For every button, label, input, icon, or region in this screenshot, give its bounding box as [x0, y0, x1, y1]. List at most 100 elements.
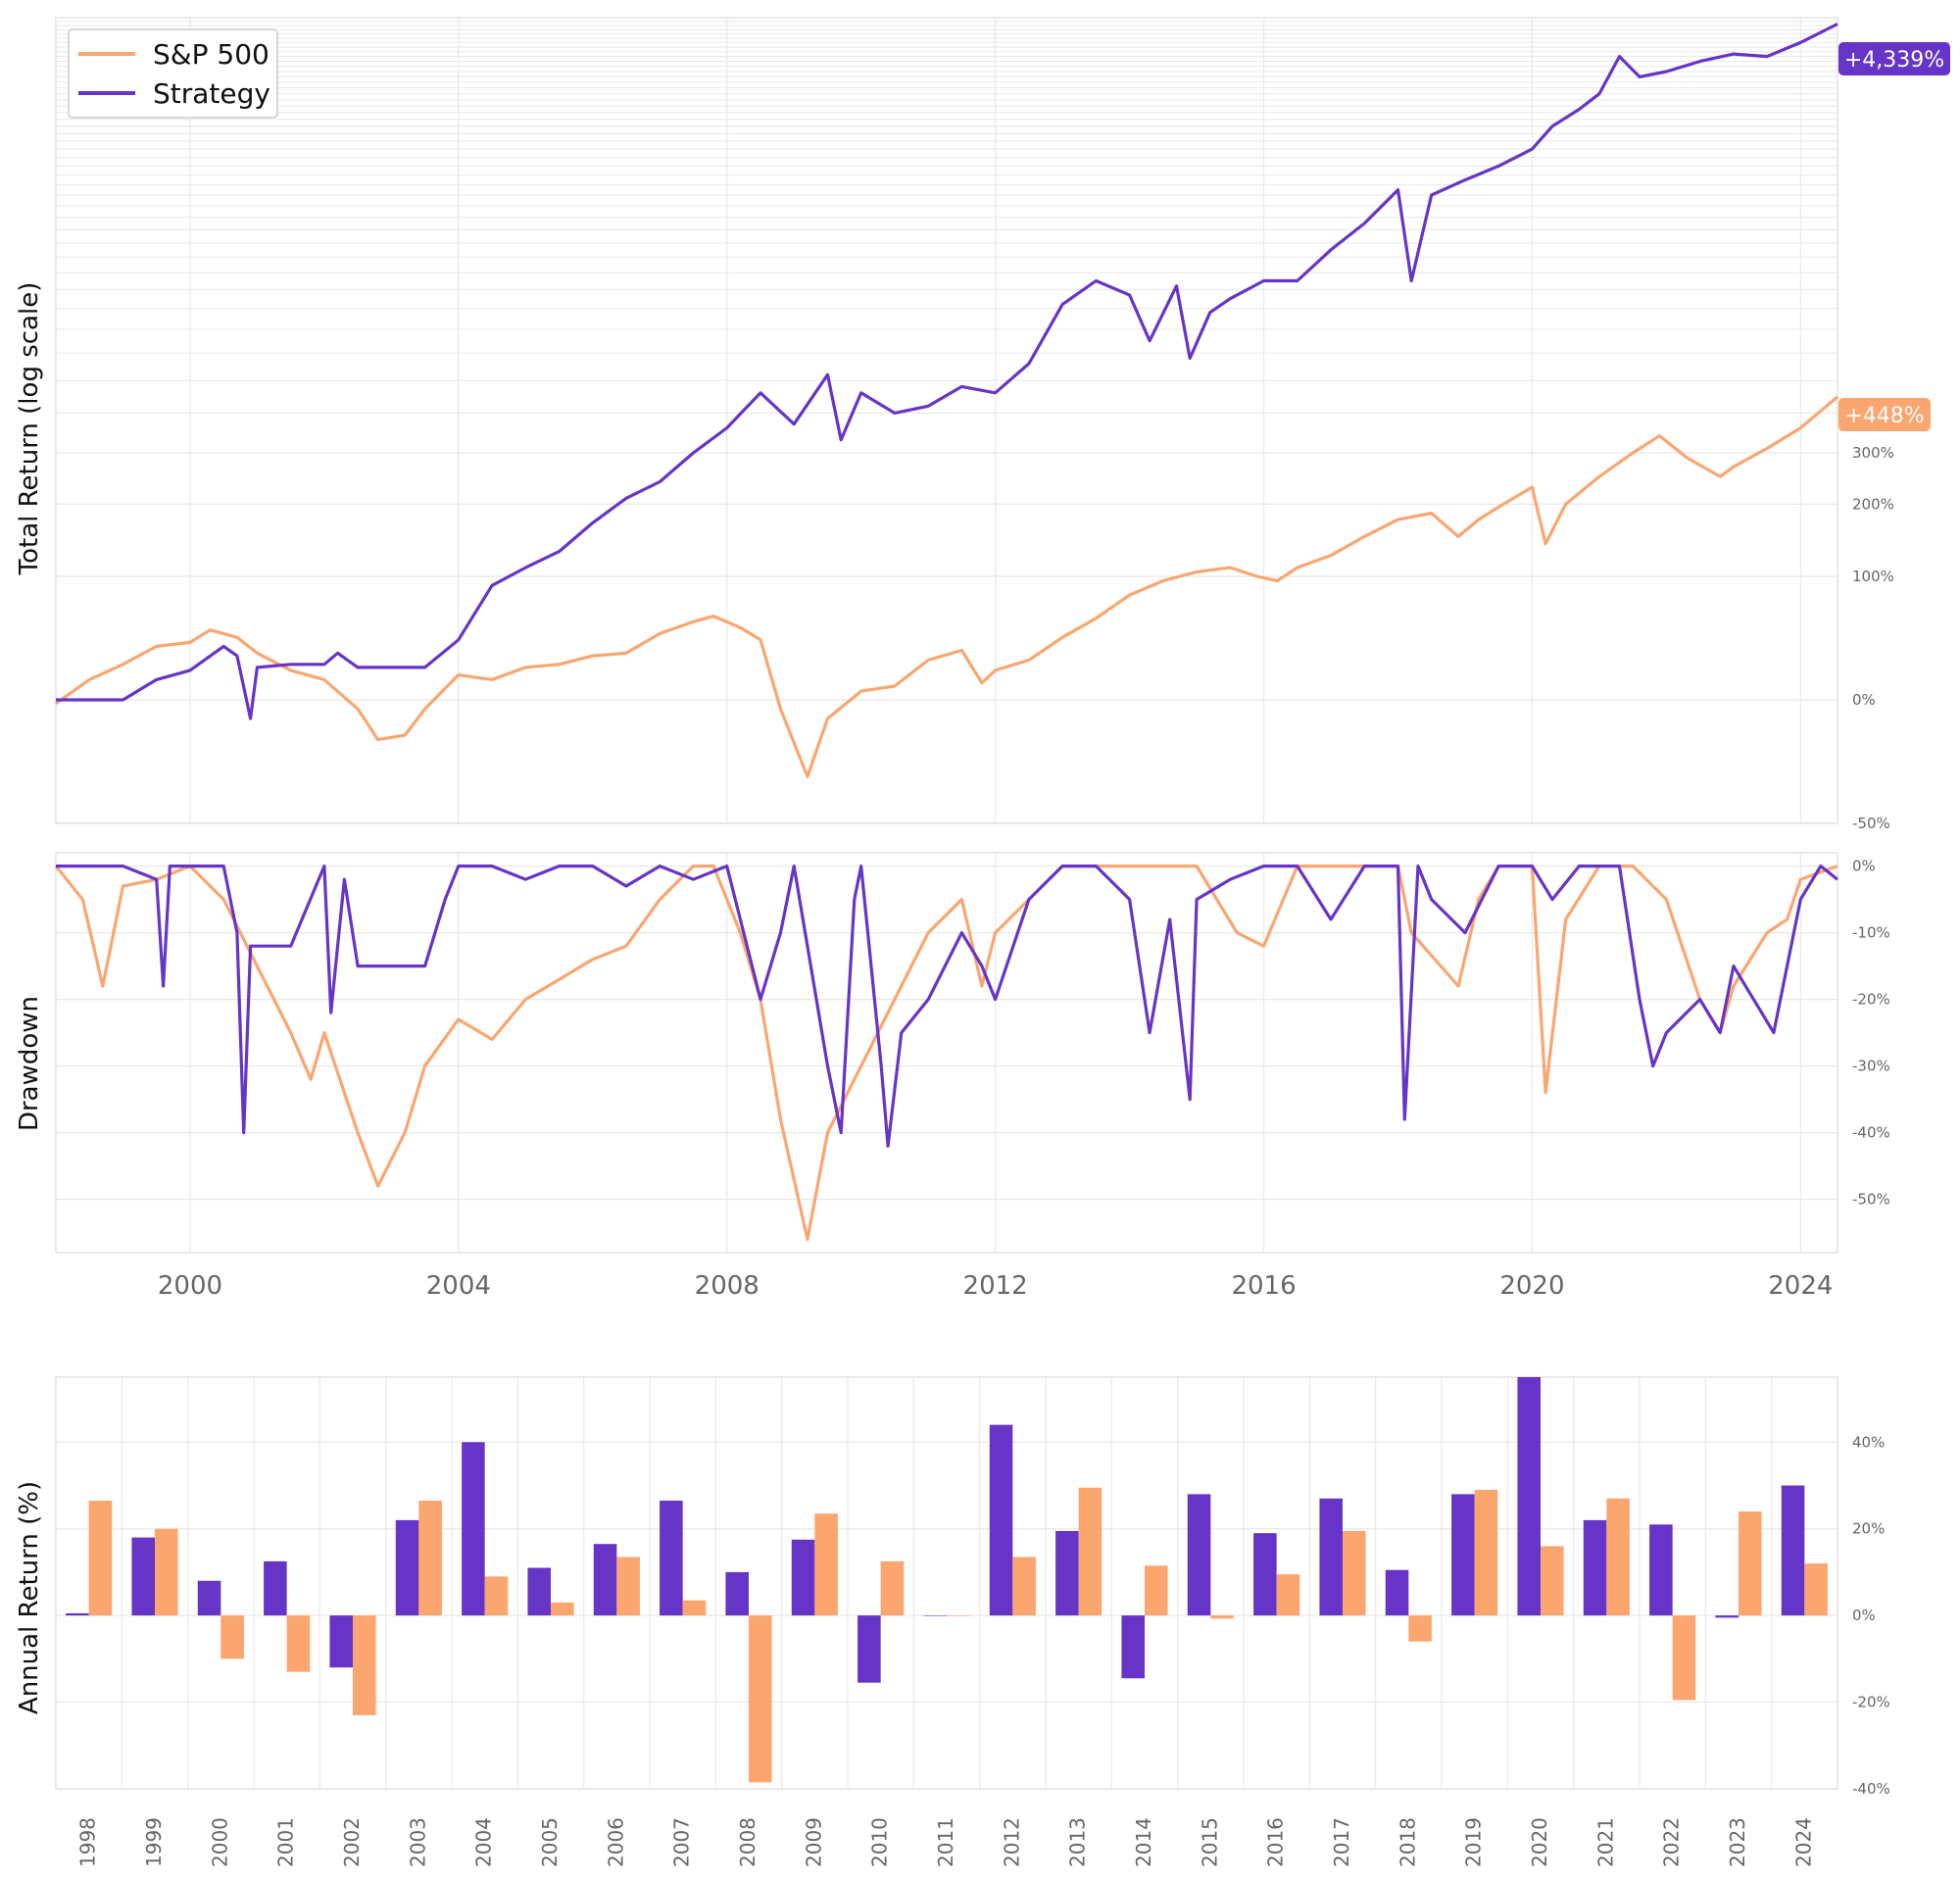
bar-strategy [989, 1424, 1013, 1616]
series-line-strategy [56, 865, 1838, 1148]
bar-strategy [1583, 1519, 1607, 1616]
bar-strategy [1649, 1524, 1673, 1616]
x-tick-label: 2012 [963, 1271, 1028, 1301]
x-tick-label: 1999 [142, 1817, 166, 1867]
bar-strategy [197, 1580, 221, 1616]
x-tick-label: 2014 [1132, 1817, 1155, 1867]
x-tick-label: 2019 [1462, 1817, 1486, 1867]
bar-sp500 [418, 1501, 442, 1616]
y-tick-label: 0% [1852, 858, 1876, 875]
x-tick-label: 2022 [1660, 1817, 1684, 1867]
series-line-strategy [56, 23, 1838, 720]
bar-strategy [66, 1612, 89, 1616]
y-tick-label: -40% [1852, 1124, 1890, 1142]
bar-sp500 [749, 1615, 772, 1783]
bar-sp500 [1145, 1565, 1168, 1616]
bar-sp500 [1606, 1498, 1630, 1616]
y-tick-label: -20% [1852, 1694, 1890, 1711]
annual-return-axis-label: Annual Return (%) [15, 1481, 44, 1714]
bar-sp500 [1276, 1574, 1300, 1616]
bar-sp500 [1804, 1563, 1828, 1616]
annual-return-panel: 40% 20% 0% -20% -40% 1998 1999 2000 2001 2002 2003… [55, 1376, 1890, 1867]
bar-strategy [923, 1615, 947, 1616]
bar-strategy [791, 1539, 815, 1616]
bar-strategy [1385, 1569, 1409, 1616]
y-tick-label: -20% [1852, 991, 1890, 1009]
legend-label-sp500: S&P 500 [153, 38, 270, 71]
badge-strategy: +4,339% [1838, 42, 1950, 75]
x-tick-label: 2012 [1000, 1817, 1023, 1867]
x-tick-label: 2024 [1791, 1817, 1815, 1867]
x-tick-label: 2002 [340, 1817, 364, 1867]
y-tick-label: 100% [1852, 568, 1894, 585]
x-tick-label: 2013 [1066, 1817, 1090, 1867]
bar-sp500 [814, 1513, 838, 1616]
bar-sp500 [1012, 1557, 1036, 1616]
x-tick-label: 2007 [670, 1817, 694, 1867]
bar-strategy [395, 1519, 419, 1616]
x-tick-label: 2009 [802, 1817, 825, 1867]
bar-strategy [264, 1560, 287, 1616]
bar-sp500 [353, 1615, 376, 1715]
bar-sp500 [682, 1600, 707, 1616]
bar-sp500 [1541, 1546, 1564, 1616]
bar-sp500 [947, 1615, 970, 1616]
x-tick-label: 2000 [208, 1817, 231, 1867]
bar-strategy [858, 1615, 881, 1683]
bar-sp500 [1474, 1489, 1498, 1616]
x-tick-label: 2008 [736, 1817, 760, 1867]
x-tick-label: 2010 [868, 1817, 892, 1867]
x-tick-label: 2000 [158, 1271, 222, 1301]
x-tick-label: 2024 [1768, 1271, 1833, 1301]
bar-strategy [527, 1567, 551, 1616]
bar-sp500 [1739, 1511, 1762, 1616]
bar-sp500 [88, 1501, 113, 1616]
annual-return-plot-frame [55, 1376, 1838, 1790]
y-tick-label: 20% [1852, 1520, 1885, 1538]
bar-sp500 [1210, 1615, 1234, 1619]
legend-label-strategy: Strategy [153, 77, 270, 110]
y-tick-label: 40% [1852, 1433, 1885, 1451]
x-tick-label: 2020 [1528, 1817, 1551, 1867]
x-tick-label: 2004 [472, 1817, 496, 1867]
bar-sp500 [1078, 1487, 1102, 1616]
x-tick-label: 2006 [604, 1817, 627, 1867]
bar-strategy [1517, 1377, 1541, 1616]
x-tick-label: 2003 [406, 1817, 429, 1867]
series-line-sp500 [55, 395, 1839, 778]
bar-strategy [660, 1501, 683, 1616]
badge-strategy-text: +4,339% [1844, 48, 1944, 73]
y-tick-label: 0% [1852, 1607, 1876, 1624]
x-tick-label: 2016 [1264, 1817, 1288, 1867]
bar-sp500 [286, 1615, 311, 1672]
bar-strategy [329, 1615, 353, 1668]
y-tick-label: -50% [1852, 1191, 1890, 1209]
bar-sp500 [155, 1528, 178, 1616]
bar-strategy [1187, 1494, 1211, 1616]
bar-sp500 [1408, 1615, 1432, 1642]
bar-strategy [1121, 1615, 1145, 1679]
x-tick-label: 2018 [1396, 1817, 1419, 1867]
bar-sp500 [484, 1576, 509, 1616]
bar-strategy [462, 1442, 485, 1616]
bar-strategy [1715, 1615, 1739, 1618]
x-tick-label: 2016 [1231, 1271, 1296, 1301]
x-tick-label: 2021 [1593, 1817, 1617, 1867]
drawdown-axis-label: Drawdown [15, 996, 44, 1131]
bar-strategy [593, 1544, 617, 1616]
x-tick-label: 2004 [426, 1271, 491, 1301]
bar-sp500 [1343, 1530, 1366, 1616]
bar-strategy [1055, 1530, 1079, 1616]
bar-sp500 [1672, 1615, 1696, 1701]
y-tick-label: -50% [1852, 815, 1890, 832]
bar-sp500 [220, 1615, 244, 1659]
badge-sp500: +448% [1838, 398, 1931, 431]
x-tick-label: 2015 [1198, 1817, 1221, 1867]
x-tick-label: 2011 [934, 1817, 957, 1867]
bar-sp500 [616, 1557, 640, 1616]
y-tick-label: 200% [1852, 495, 1894, 513]
bar-sp500 [551, 1602, 574, 1616]
bar-strategy [725, 1571, 749, 1616]
y-tick-label: -10% [1852, 924, 1890, 942]
